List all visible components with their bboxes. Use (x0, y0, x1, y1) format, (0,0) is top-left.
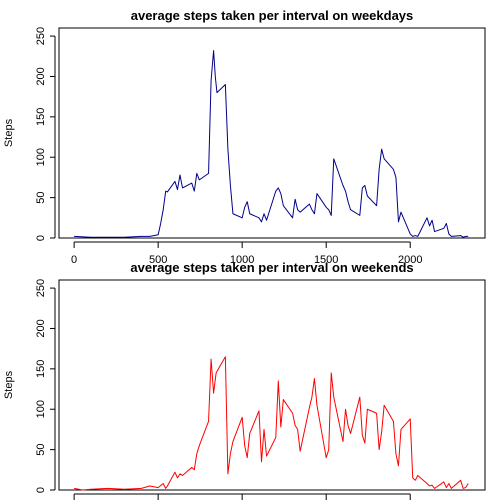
series-line (74, 50, 469, 238)
y-tick-label: 200 (35, 319, 47, 337)
x-tick-label: 2000 (398, 254, 422, 266)
y-tick-label: 100 (35, 400, 47, 418)
x-tick-label: 1000 (230, 254, 254, 266)
plot-frame (58, 27, 486, 239)
y-tick-label: 50 (35, 191, 47, 203)
weekend-panel: average steps taken per interval on week… (3, 260, 486, 500)
y-tick-label: 0 (35, 235, 47, 241)
weekend-series (74, 356, 469, 491)
weekday-series (74, 50, 469, 238)
chart-title: average steps taken per interval on week… (131, 8, 414, 23)
x-tick-label: 0 (71, 254, 77, 266)
x-axis: 0 500 1000 1500 2000 (71, 241, 422, 266)
y-axis: 0 50 100 150 200 250 (35, 279, 56, 493)
x-tick-label: 1500 (314, 254, 338, 266)
y-tick-label: 50 (35, 443, 47, 455)
y-axis-label: Steps (3, 118, 15, 147)
y-axis: 0 50 100 150 200 250 (35, 27, 56, 241)
y-tick-label: 200 (35, 67, 47, 85)
x-tick-label: 500 (149, 254, 167, 266)
y-tick-label: 250 (35, 279, 47, 297)
y-tick-label: 0 (35, 487, 47, 493)
y-tick-label: 100 (35, 148, 47, 166)
plot-frame (58, 279, 486, 491)
y-tick-label: 150 (35, 108, 47, 126)
x-axis (73, 493, 411, 500)
y-tick-label: 150 (35, 360, 47, 378)
weekday-panel: average steps taken per interval on week… (3, 8, 486, 266)
chart-title: average steps taken per interval on week… (130, 260, 413, 275)
series-line (74, 356, 469, 491)
y-tick-label: 250 (35, 27, 47, 45)
y-axis-label: Steps (3, 370, 15, 399)
